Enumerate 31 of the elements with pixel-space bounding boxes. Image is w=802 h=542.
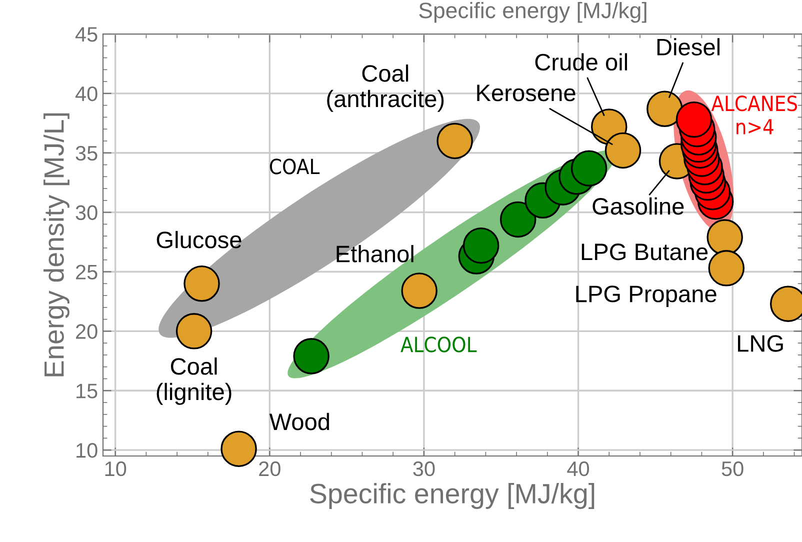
x-axis-title: Specific energy [MJ/kg] bbox=[310, 483, 594, 509]
text: ALCOOL bbox=[400, 336, 477, 352]
annotation: Coal (anthracite) bbox=[327, 64, 444, 112]
annotation: Diesel bbox=[657, 38, 720, 56]
y-tick-label: 35 bbox=[76, 146, 98, 161]
annotation: COAL bbox=[270, 158, 320, 174]
x-tick-label: 10 bbox=[105, 461, 126, 476]
y-tick-label: 10 bbox=[76, 443, 98, 458]
y-tick-label: 30 bbox=[76, 205, 98, 220]
x-tick-label: 30 bbox=[413, 461, 435, 476]
annotation: Coal (lignite) bbox=[156, 357, 232, 405]
x-tick-label: 20 bbox=[259, 461, 280, 476]
x-tick-label: 50 bbox=[722, 461, 744, 476]
annotation: Ethanol bbox=[336, 245, 414, 262]
annotation: Glucose bbox=[156, 230, 242, 248]
y-tick-label: 45 bbox=[75, 27, 98, 42]
annotation: LNG bbox=[738, 335, 783, 352]
y-tick-label: 15 bbox=[76, 384, 98, 398]
x2-axis-title: Specific energy [MJ/kg] bbox=[419, 2, 646, 23]
annotation: LPG Propane bbox=[576, 286, 716, 307]
annotation: Crude oil bbox=[535, 53, 628, 71]
x-tick-label: 40 bbox=[567, 461, 590, 476]
annotation: Wood bbox=[269, 412, 330, 430]
y-tick-label: 20 bbox=[76, 324, 98, 339]
annotation: Kerosene bbox=[477, 84, 576, 102]
series-label: ALCANES n>4 bbox=[711, 96, 798, 134]
y-axis-title: Energy density [MJ/L] bbox=[44, 113, 70, 376]
y-tick-label: 25 bbox=[76, 264, 98, 280]
y-tick-label: 40 bbox=[75, 86, 98, 102]
annotation: Gasoline bbox=[592, 197, 684, 215]
annotation: LPG Butane bbox=[582, 244, 708, 260]
